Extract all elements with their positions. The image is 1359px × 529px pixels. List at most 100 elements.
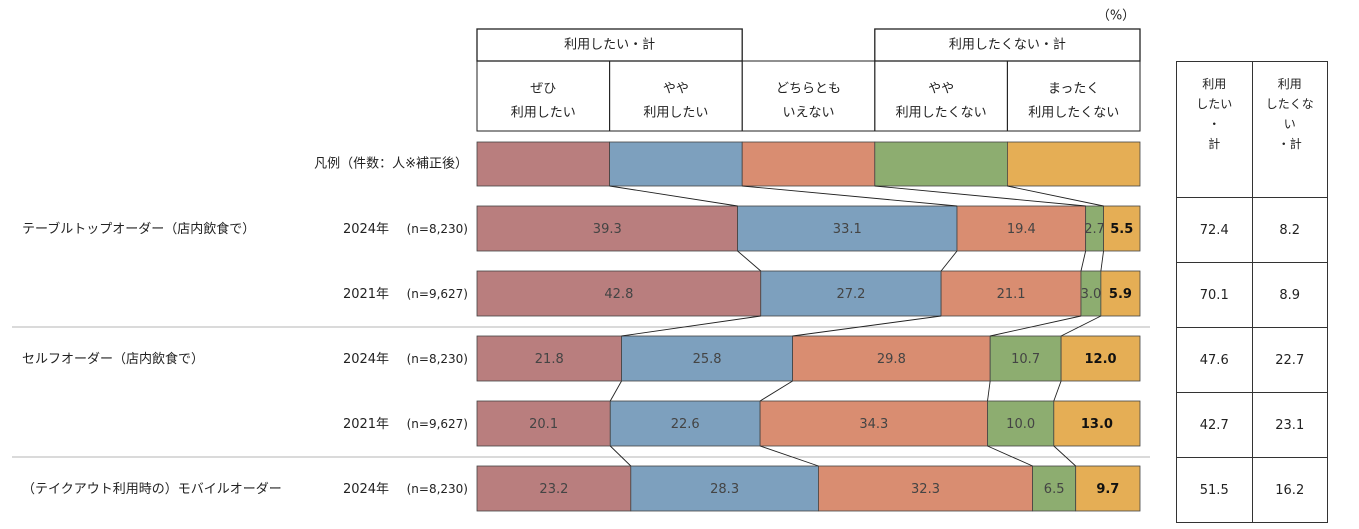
connector-line bbox=[792, 315, 942, 337]
row-n-label: (n=8,230) bbox=[407, 482, 468, 496]
bar-segment bbox=[476, 205, 738, 252]
negative-total-value: 8.2 bbox=[1251, 197, 1328, 263]
row-n-label: (n=8,230) bbox=[407, 352, 468, 366]
positive-total-value: 70.1 bbox=[1176, 262, 1253, 328]
connector-line bbox=[609, 380, 622, 402]
category-header-cell bbox=[1006, 60, 1141, 132]
connector-line bbox=[1080, 250, 1087, 272]
side-header-line: 計 bbox=[1208, 137, 1221, 151]
category-header-line: 利用したくない bbox=[896, 106, 987, 121]
negative-total-value: 23.1 bbox=[1251, 392, 1328, 458]
category-header-line: まったく bbox=[1048, 82, 1099, 97]
bar-segment bbox=[621, 335, 793, 382]
category-header-line: 利用したくない bbox=[1028, 106, 1119, 121]
legend-swatch bbox=[874, 141, 1008, 187]
bar-segment bbox=[476, 270, 762, 317]
connector-line bbox=[1100, 250, 1104, 272]
category-header-line: いえない bbox=[782, 106, 834, 121]
row-year-label: 2024年 bbox=[343, 482, 389, 497]
bar-segment bbox=[1053, 400, 1141, 447]
data-label: 32.3 bbox=[911, 482, 940, 497]
group-header-positive: 利用したい・計 bbox=[564, 37, 655, 53]
connector-line bbox=[940, 250, 958, 272]
category-header-line: 利用したい bbox=[643, 106, 708, 121]
data-label: 12.0 bbox=[1085, 352, 1117, 367]
category-header-line: 利用したい bbox=[511, 106, 576, 121]
connector-line bbox=[990, 315, 1082, 337]
bar-segment bbox=[476, 400, 611, 447]
positive-total-header: 利用 したい・計 bbox=[1176, 61, 1253, 198]
bar-segment bbox=[1075, 465, 1141, 512]
data-label: 42.8 bbox=[604, 287, 633, 302]
category-header-line: やや bbox=[928, 82, 954, 97]
connector-line bbox=[621, 315, 761, 337]
data-label: 13.0 bbox=[1081, 417, 1113, 432]
positive-total-value: 51.5 bbox=[1176, 457, 1253, 523]
bar-segment bbox=[940, 270, 1082, 317]
data-label: 9.7 bbox=[1096, 482, 1119, 497]
row-group-label: セルフオーダー（店内飲食で） bbox=[22, 351, 204, 367]
side-header-line: 利用 bbox=[1202, 77, 1227, 91]
side-header-line: 利用 bbox=[1277, 77, 1302, 91]
unit-label: （%） bbox=[1097, 9, 1135, 24]
totals-table: 利用 したい・計 利用 したくない・計 72.4 8.2 70.1 8.9 47.6 22… bbox=[1176, 61, 1328, 523]
connector-line bbox=[1053, 445, 1076, 467]
data-label: 21.8 bbox=[535, 352, 564, 367]
category-header-line: やや bbox=[663, 82, 689, 97]
data-label: 6.5 bbox=[1044, 482, 1065, 497]
row-group-label: （テイクアウト利用時の）モバイルオーダー bbox=[22, 482, 282, 497]
negative-total-value: 16.2 bbox=[1251, 457, 1328, 523]
data-label: 33.1 bbox=[833, 222, 862, 237]
bar-segment bbox=[759, 400, 988, 447]
bar-segment bbox=[818, 465, 1033, 512]
bar-segment bbox=[1100, 270, 1141, 317]
connector-line bbox=[737, 250, 762, 272]
row-year-label: 2024年 bbox=[343, 352, 389, 367]
bar-segment bbox=[737, 205, 958, 252]
negative-total-value: 8.9 bbox=[1251, 262, 1328, 328]
bar-segment bbox=[1060, 335, 1141, 382]
group-header-negative: 利用したくない・計 bbox=[949, 37, 1066, 53]
bar-segment bbox=[476, 465, 632, 512]
data-label: 25.8 bbox=[693, 352, 722, 367]
row-n-label: (n=9,627) bbox=[407, 417, 468, 431]
data-label: 10.7 bbox=[1011, 352, 1040, 367]
row-year-label: 2024年 bbox=[343, 222, 389, 237]
data-label: 39.3 bbox=[593, 222, 622, 237]
bar-segment bbox=[760, 270, 942, 317]
connector-line bbox=[609, 445, 632, 467]
legend-swatch bbox=[609, 141, 743, 187]
connector-line bbox=[609, 185, 738, 207]
legend-swatch bbox=[741, 141, 876, 187]
category-header-line: どちらとも bbox=[776, 82, 841, 97]
data-label: 29.8 bbox=[877, 352, 906, 367]
row-group-label: テーブルトップオーダー（店内飲食で） bbox=[22, 221, 255, 237]
positive-total-value: 47.6 bbox=[1176, 327, 1253, 393]
data-label: 3.0 bbox=[1081, 287, 1102, 302]
data-label: 5.5 bbox=[1110, 222, 1133, 237]
connector-line bbox=[1007, 185, 1104, 207]
connector-line bbox=[759, 445, 819, 467]
data-label: 28.3 bbox=[710, 482, 739, 497]
connector-line bbox=[1053, 380, 1062, 402]
data-label: 21.1 bbox=[997, 287, 1026, 302]
row-year-label: 2021年 bbox=[343, 417, 389, 432]
negative-total-value: 22.7 bbox=[1251, 327, 1328, 393]
connector-line bbox=[1060, 315, 1102, 337]
data-label: 34.3 bbox=[859, 417, 888, 432]
bar-segment bbox=[987, 400, 1055, 447]
connector-line bbox=[874, 185, 1086, 207]
bar-segment bbox=[609, 400, 761, 447]
connector-line bbox=[987, 380, 991, 402]
data-label: 23.2 bbox=[539, 482, 568, 497]
connector-line bbox=[742, 185, 958, 207]
legend-swatch bbox=[1007, 141, 1141, 187]
data-label: 22.6 bbox=[671, 417, 700, 432]
positive-total-value: 72.4 bbox=[1176, 197, 1253, 263]
row-year-label: 2021年 bbox=[343, 287, 389, 302]
data-label: 10.0 bbox=[1006, 417, 1035, 432]
positive-total-value: 42.7 bbox=[1176, 392, 1253, 458]
side-header-line: したくな bbox=[1265, 97, 1314, 111]
side-header-line: ・計 bbox=[1277, 137, 1302, 151]
